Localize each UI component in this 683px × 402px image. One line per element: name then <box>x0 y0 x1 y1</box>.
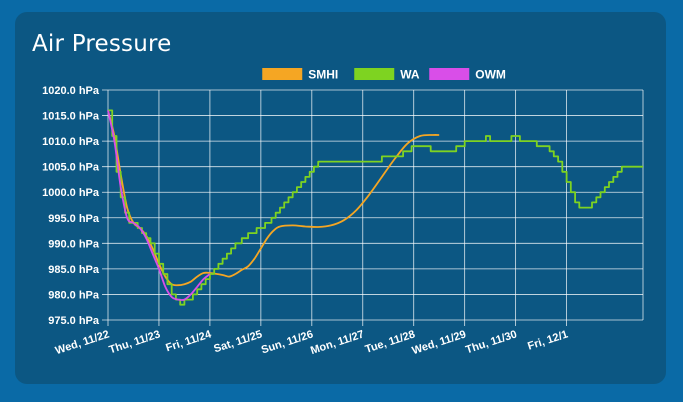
series-line-smhi <box>107 110 440 287</box>
x-tick-label: Fri, 12/1 <box>526 328 569 352</box>
x-tick-label: Tue, 11/28 <box>364 328 417 355</box>
y-tick-label: 975.0 hPa <box>48 315 100 327</box>
legend-label-wa: WA <box>400 68 420 82</box>
x-tick-label: Thu, 11/23 <box>108 328 162 356</box>
y-tick-label: 1015.0 hPa <box>42 111 100 123</box>
y-tick-label: 985.0 hPa <box>48 264 100 276</box>
x-tick-label: Thu, 11/30 <box>464 328 518 356</box>
legend-swatch-owm <box>429 68 470 80</box>
x-tick-label: Sat, 11/25 <box>212 328 263 355</box>
card-title: Air Pressure <box>32 31 172 57</box>
legend-swatch-smhi <box>262 68 303 80</box>
legend-label-smhi: SMHI <box>308 68 338 82</box>
y-tick-label: 990.0 hPa <box>48 238 100 250</box>
x-tick-label: Fri, 11/24 <box>164 328 213 354</box>
y-tick-label: 1005.0 hPa <box>42 162 100 174</box>
series-line-owm <box>107 110 211 301</box>
legend-label-owm: OWM <box>475 68 506 82</box>
y-tick-label: 1000.0 hPa <box>42 187 100 199</box>
x-tick-label: Wed, 11/29 <box>411 328 468 357</box>
legend-swatch-wa <box>354 68 395 80</box>
x-tick-label: Wed, 11/22 <box>54 328 111 357</box>
series-lines <box>107 109 643 306</box>
x-tick-label: Sun, 11/26 <box>260 328 315 356</box>
y-tick-label: 995.0 hPa <box>48 213 100 225</box>
x-tick-label: Mon, 11/27 <box>309 328 366 357</box>
y-axis-ticks: 1020.0 hPa 1015.0 hPa 1010.0 hPa 1005.0 hPa… <box>42 85 100 327</box>
y-tick-label: 1020.0 hPa <box>42 85 100 97</box>
grid-lines <box>102 89 644 326</box>
series-line-wa <box>108 109 643 306</box>
y-tick-label: 980.0 hPa <box>48 289 100 301</box>
y-tick-label: 1010.0 hPa <box>42 136 100 148</box>
legend: SMHI WA OWM <box>262 68 506 82</box>
